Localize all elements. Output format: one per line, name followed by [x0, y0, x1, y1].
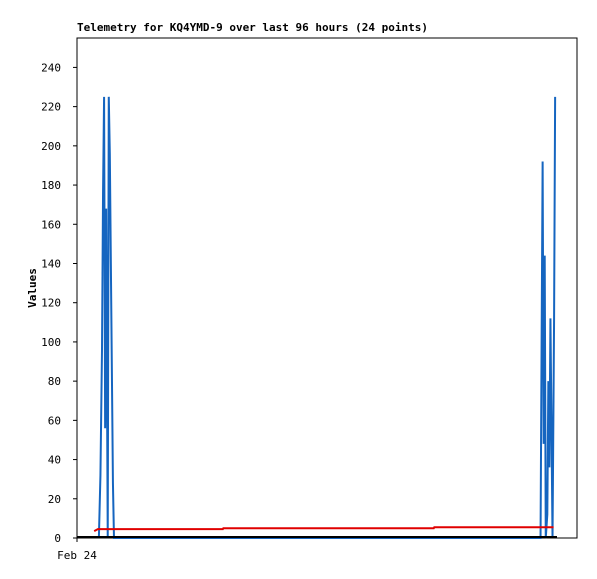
y-tick-label: 180 [41, 179, 61, 192]
x-tick-label: Feb 24 [57, 549, 97, 562]
y-tick-label: 160 [41, 218, 61, 231]
plot-area [76, 37, 578, 539]
series-line [93, 526, 554, 533]
y-tick-label: 100 [41, 336, 61, 349]
y-tick-label: 120 [41, 297, 61, 310]
chart-title: Telemetry for KQ4YMD-9 over last 96 hour… [77, 21, 428, 34]
y-tick-label: 60 [48, 414, 61, 427]
y-axis-label: Values [26, 268, 39, 308]
y-tick-label: 220 [41, 101, 61, 114]
y-tick-label: 20 [48, 493, 61, 506]
y-tick-label: 40 [48, 454, 61, 467]
y-tick-label: 140 [41, 257, 61, 270]
y-tick-label: 200 [41, 140, 61, 153]
y-tick-label: 240 [41, 61, 61, 74]
y-tick-label: 80 [48, 375, 61, 388]
y-tick-label: 0 [54, 532, 61, 545]
